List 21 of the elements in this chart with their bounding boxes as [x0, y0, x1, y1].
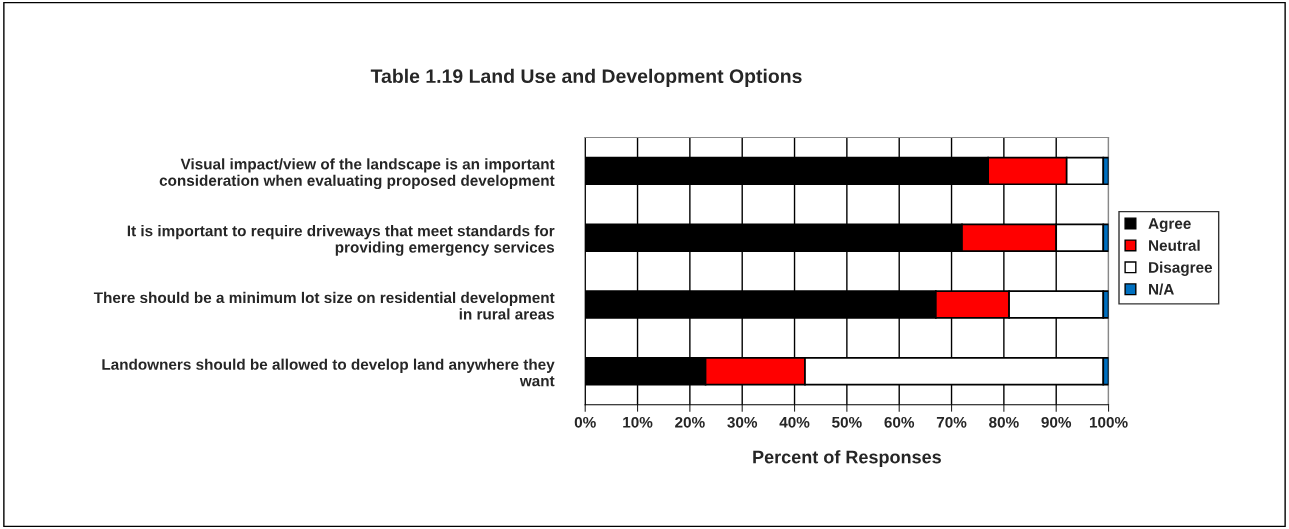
legend-label: Agree — [1148, 218, 1191, 233]
legend-label: Neutral — [1149, 239, 1200, 251]
x-tick-label: 50% — [832, 416, 862, 428]
legend-label: Disagree — [1149, 261, 1213, 276]
x-axis-title: Percent of Responses — [753, 450, 941, 468]
x-tick-label: 100% — [1089, 416, 1128, 428]
chart-title: Table 1.19 Land Use and Development Options — [370, 68, 802, 87]
x-tick-label: 60% — [884, 416, 915, 428]
x-tick-label: 10% — [623, 416, 653, 428]
y-tick-label: There should be a minimum lot size on residential development in rural areas — [93, 291, 555, 320]
y-tick-label: Landowners should be allowed to develop land anywhere they want — [102, 358, 555, 387]
y-tick-label: It is important to require driveways that meet standards for providing emergency services — [127, 225, 555, 256]
legend-label: N/A — [1149, 283, 1174, 295]
x-tick-label: 70% — [936, 416, 967, 428]
x-tick-label: 90% — [1041, 416, 1072, 428]
y-tick-label: Visual impact/view of the landscape is an important consideration when evaluating proposed development — [159, 158, 555, 190]
x-tick-label: 20% — [675, 416, 705, 428]
x-tick-label: 0% — [574, 416, 596, 428]
x-tick-label: 80% — [989, 416, 1019, 428]
x-tick-label: 40% — [779, 416, 810, 428]
x-tick-label: 30% — [727, 416, 758, 428]
